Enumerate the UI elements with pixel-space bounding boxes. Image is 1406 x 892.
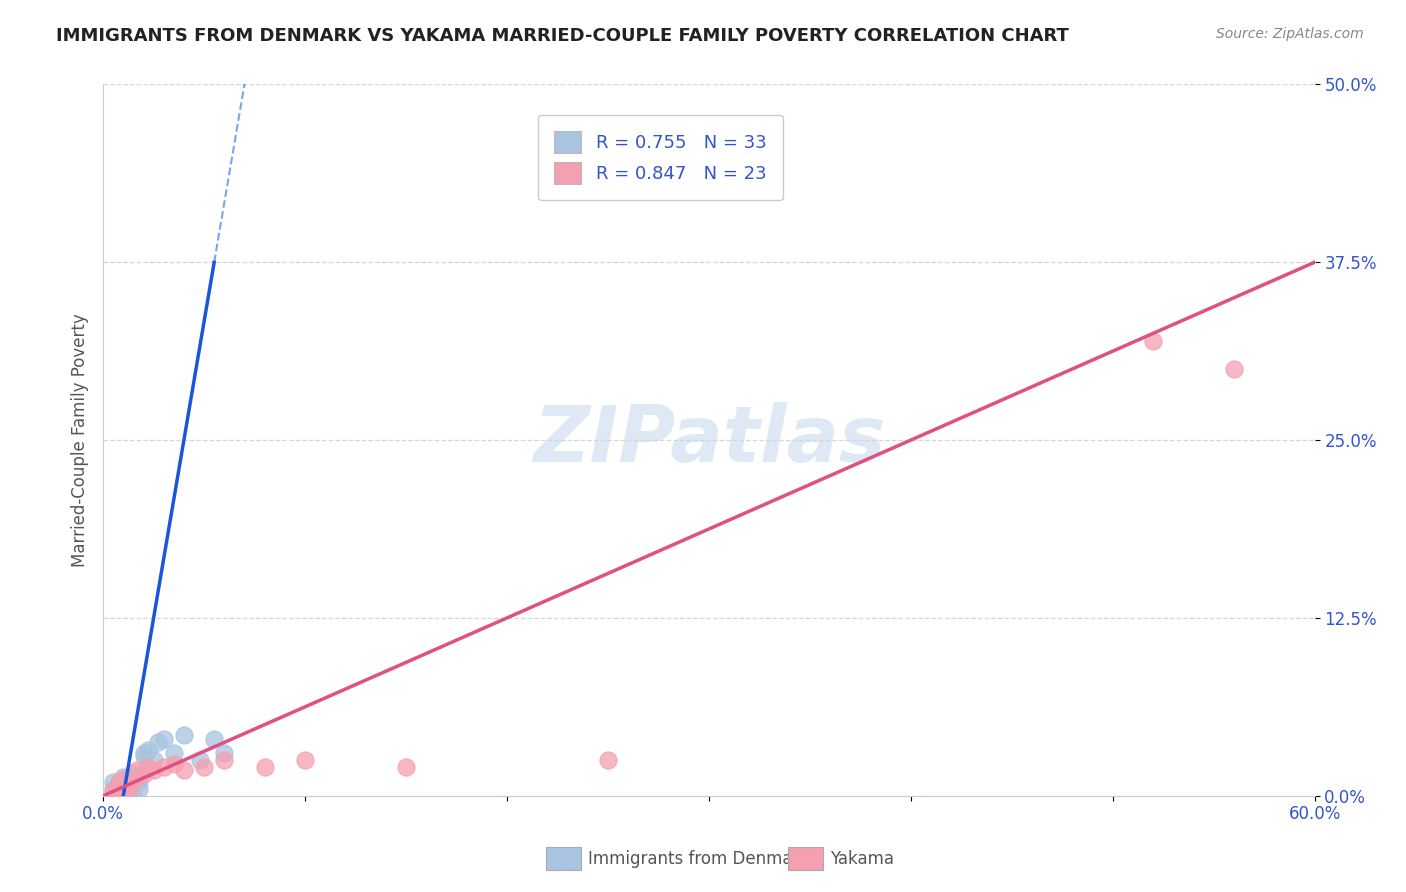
Text: ZIPatlas: ZIPatlas [533,402,884,478]
Point [214,753,236,767]
Point [132,746,155,760]
Point [118,784,141,798]
Point [188,753,211,767]
Point [146,734,169,748]
Point [132,748,155,763]
Point [1223,362,1246,376]
Point [136,743,159,757]
Point [152,731,174,746]
Point [112,788,135,802]
Point [1142,334,1164,348]
Point [108,779,131,793]
Point [173,728,195,742]
Point [142,763,165,777]
Point [103,781,125,796]
Point [122,770,145,784]
Text: Yakama: Yakama [830,849,894,868]
Point [103,774,125,789]
Point [118,781,141,796]
Point [294,753,316,767]
Point [105,781,128,796]
Point [132,767,155,781]
Point [253,760,276,774]
Point [112,779,135,793]
Point [163,757,186,772]
Point [596,753,619,767]
Point [112,784,135,798]
Point [103,784,125,798]
Point [128,781,150,796]
Point [108,784,131,798]
Point [128,774,150,789]
Point [173,763,195,777]
Point [112,781,135,796]
Point [105,781,128,796]
Text: Immigrants from Denmark: Immigrants from Denmark [588,849,808,868]
Point [122,786,145,800]
Point [117,777,139,791]
Point [202,731,225,746]
Point [193,760,215,774]
Point [214,746,236,760]
Point [122,774,145,789]
Point [112,772,135,786]
Point [117,786,139,800]
Point [112,774,135,789]
Text: IMMIGRANTS FROM DENMARK VS YAKAMA MARRIED-COUPLE FAMILY POVERTY CORRELATION CHAR: IMMIGRANTS FROM DENMARK VS YAKAMA MARRIE… [56,27,1069,45]
Point [127,763,149,777]
Y-axis label: Married-Couple Family Poverty: Married-Couple Family Poverty [72,313,89,567]
Point [152,760,174,774]
Text: Source: ZipAtlas.com: Source: ZipAtlas.com [1216,27,1364,41]
Legend: R = 0.755   N = 33, R = 0.847   N = 23: R = 0.755 N = 33, R = 0.847 N = 23 [538,115,783,201]
Point [163,746,186,760]
Point [112,781,135,796]
Point [108,774,131,789]
Point [118,777,141,791]
Point [112,770,135,784]
Point [136,760,159,774]
Point [127,774,149,789]
Point [395,760,418,774]
Point [122,766,145,780]
Point [117,781,139,796]
Point [105,786,128,800]
Point [142,753,165,767]
